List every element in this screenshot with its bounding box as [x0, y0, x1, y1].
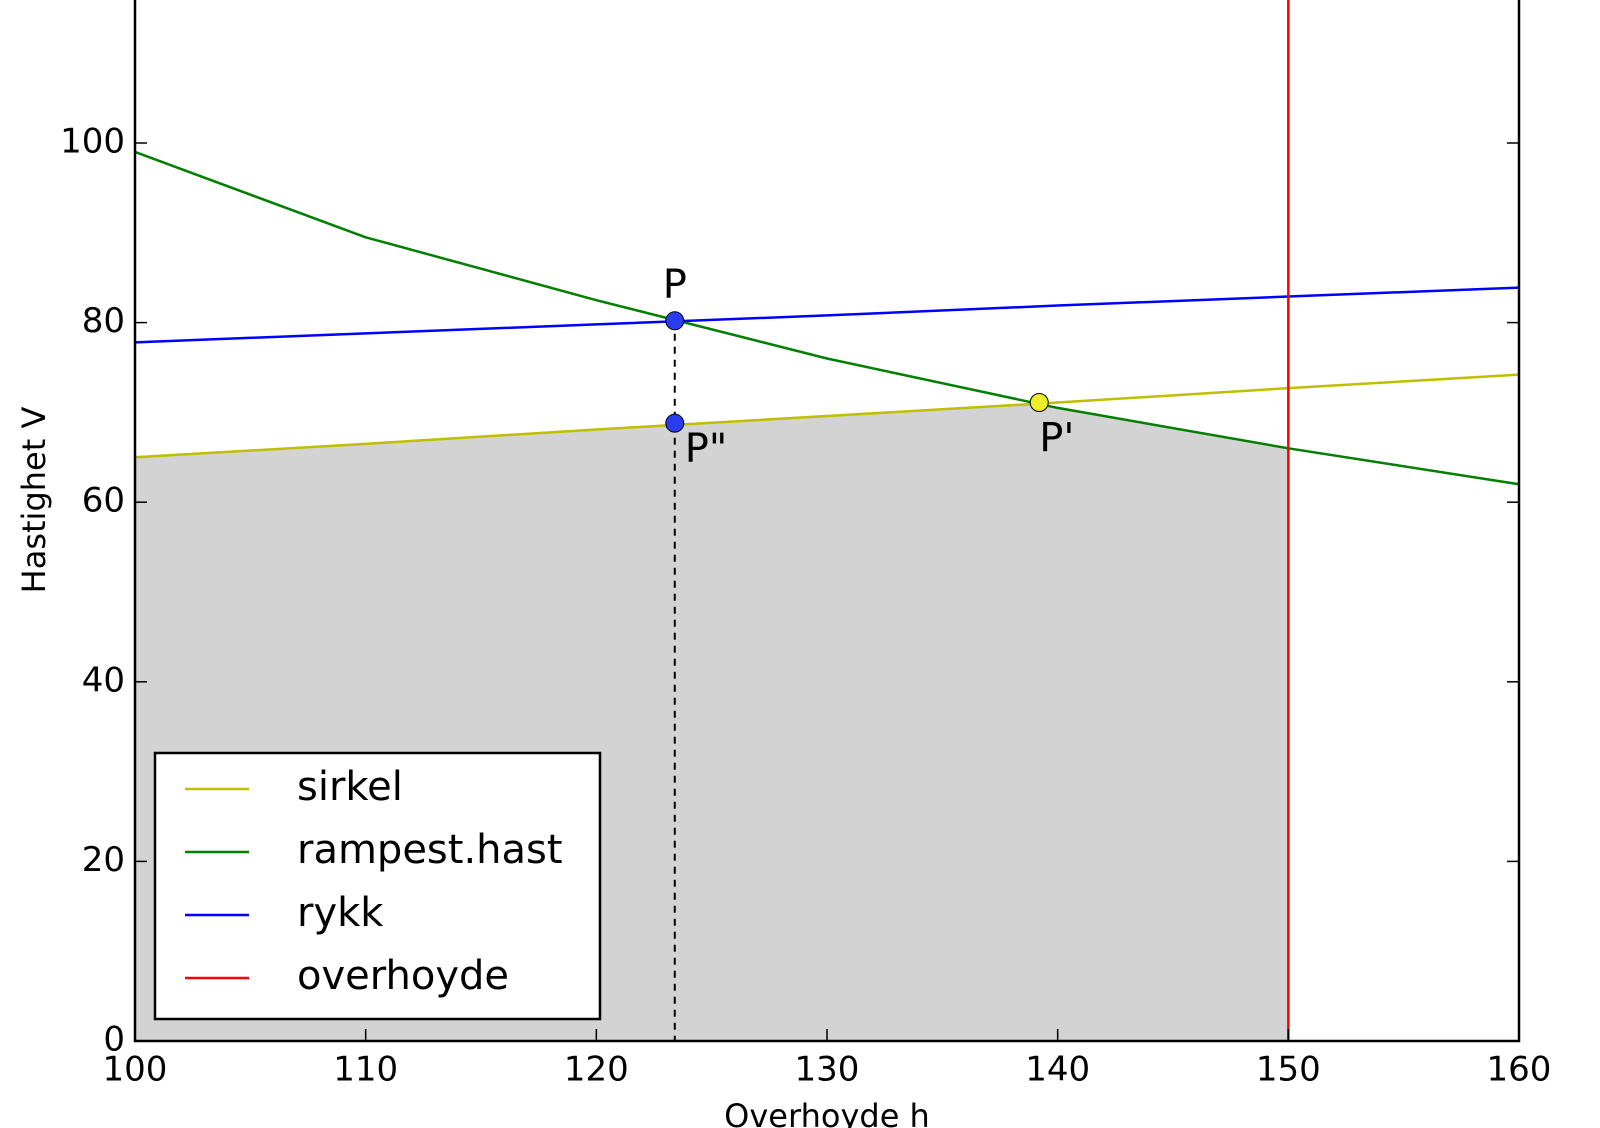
- legend-label: overhoyde: [297, 953, 509, 999]
- point-marker: [665, 413, 685, 433]
- x-tick-label: 110: [333, 1050, 398, 1090]
- x-tick-label: 120: [564, 1050, 629, 1090]
- y-tick-label: 100: [60, 122, 125, 162]
- y-tick-label: 80: [82, 301, 125, 341]
- x-tick-label: 140: [1025, 1050, 1090, 1090]
- y-tick-label: 20: [82, 840, 125, 880]
- legend-label: sirkel: [297, 764, 403, 810]
- point-label: P: [663, 262, 687, 308]
- point-marker: [665, 311, 685, 331]
- x-tick-label: 100: [103, 1050, 168, 1090]
- legend-box: [153, 751, 602, 1021]
- x-tick-label: 130: [795, 1050, 860, 1090]
- x-tick-label: 150: [1256, 1050, 1321, 1090]
- y-tick-label: 60: [82, 481, 125, 521]
- y-axis-label: Hastighet V: [15, 407, 53, 594]
- y-tick-label: 40: [82, 660, 125, 700]
- x-tick-label: 160: [1487, 1050, 1552, 1090]
- legend-label: rampest.hast: [297, 827, 563, 873]
- point-marker: [1029, 393, 1049, 413]
- legend-label: rykk: [297, 890, 384, 936]
- point-label: P': [1039, 416, 1074, 462]
- series-line: [134, 286, 1520, 344]
- point-label: P": [685, 426, 728, 472]
- x-axis-label: Overhoyde h: [724, 1097, 930, 1128]
- y-tick-label: 0: [103, 1020, 125, 1060]
